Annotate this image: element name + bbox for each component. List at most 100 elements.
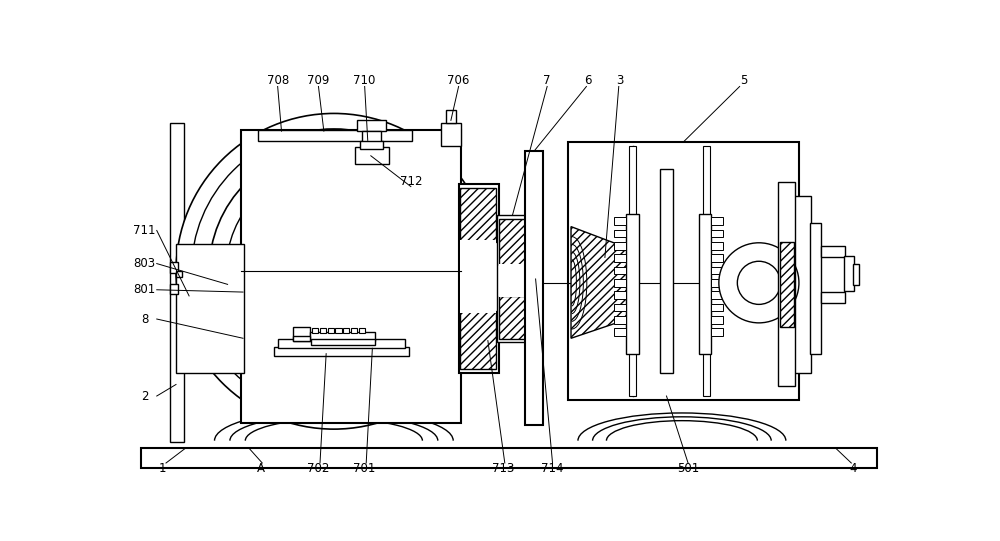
Bar — [614, 304, 626, 311]
Bar — [293, 327, 310, 341]
Text: 6: 6 — [584, 74, 592, 87]
Bar — [170, 262, 178, 273]
Bar — [614, 291, 626, 299]
Text: 701: 701 — [353, 462, 376, 475]
Bar — [312, 328, 318, 333]
Text: 8: 8 — [141, 313, 148, 326]
Circle shape — [191, 129, 476, 414]
Bar — [460, 241, 496, 313]
Circle shape — [719, 243, 799, 323]
Bar — [328, 328, 334, 333]
Text: 708: 708 — [267, 74, 289, 87]
Bar — [629, 146, 636, 396]
Circle shape — [226, 163, 442, 379]
Circle shape — [176, 114, 492, 429]
Bar — [711, 279, 723, 287]
Circle shape — [209, 147, 459, 396]
Text: 1: 1 — [158, 462, 166, 475]
Bar — [357, 120, 386, 131]
Bar — [711, 242, 723, 250]
Bar — [525, 151, 543, 425]
Bar — [614, 242, 626, 250]
Bar — [711, 291, 723, 299]
Bar — [660, 169, 673, 373]
Bar — [614, 217, 626, 225]
Bar — [320, 328, 326, 333]
Bar — [258, 130, 412, 141]
Bar — [355, 147, 389, 164]
Bar — [274, 347, 409, 356]
Bar — [810, 223, 821, 354]
Bar — [794, 196, 811, 373]
Bar — [711, 267, 723, 274]
Bar — [844, 256, 854, 291]
Bar — [614, 328, 626, 336]
Text: 7: 7 — [543, 74, 551, 87]
Text: 712: 712 — [400, 175, 422, 188]
Bar — [711, 304, 723, 311]
Bar — [614, 230, 626, 237]
Bar — [460, 311, 496, 369]
Text: 713: 713 — [492, 462, 514, 475]
Bar — [170, 123, 184, 442]
Bar — [699, 214, 711, 354]
Bar — [343, 328, 349, 333]
Bar — [170, 283, 178, 294]
Bar — [820, 246, 845, 256]
Bar — [711, 230, 723, 237]
Text: 709: 709 — [307, 74, 330, 87]
Text: 5: 5 — [740, 74, 747, 87]
Bar — [311, 339, 375, 345]
Bar — [459, 184, 499, 373]
Bar — [278, 339, 405, 348]
Bar — [176, 243, 244, 373]
Bar — [711, 217, 723, 225]
Bar — [703, 146, 710, 396]
Text: 702: 702 — [307, 462, 330, 475]
Bar — [176, 271, 182, 278]
Text: 710: 710 — [353, 74, 376, 87]
Circle shape — [253, 190, 415, 352]
Text: 803: 803 — [133, 257, 156, 270]
Bar — [711, 316, 723, 324]
Bar — [568, 142, 799, 400]
Bar — [310, 332, 375, 341]
Bar — [351, 328, 357, 333]
Bar — [614, 279, 626, 287]
Text: 2: 2 — [141, 390, 148, 403]
Bar — [614, 254, 626, 262]
Bar — [626, 214, 639, 354]
Bar — [335, 328, 342, 333]
Circle shape — [737, 261, 780, 305]
Bar — [499, 296, 525, 339]
Bar — [293, 336, 310, 341]
Polygon shape — [571, 227, 628, 338]
Bar — [141, 448, 877, 469]
Bar — [362, 131, 381, 148]
Bar — [360, 141, 383, 149]
Bar — [499, 219, 525, 265]
Text: 501: 501 — [677, 462, 699, 475]
Bar — [358, 328, 365, 333]
Bar — [820, 292, 845, 303]
Bar — [778, 182, 795, 386]
Bar — [614, 316, 626, 324]
Bar — [780, 242, 794, 327]
Bar — [441, 123, 461, 146]
Text: 706: 706 — [447, 74, 470, 87]
Bar — [853, 263, 859, 285]
Bar — [460, 188, 496, 242]
Bar — [446, 110, 456, 123]
Text: 801: 801 — [133, 283, 156, 296]
Text: 3: 3 — [617, 74, 624, 87]
Text: A: A — [257, 462, 265, 475]
Text: 714: 714 — [541, 462, 564, 475]
Bar — [711, 254, 723, 262]
Bar — [614, 267, 626, 274]
Text: 4: 4 — [849, 462, 857, 475]
Bar — [241, 130, 461, 423]
Text: 711: 711 — [133, 224, 156, 237]
Bar — [499, 263, 525, 298]
Bar — [497, 215, 526, 342]
Bar — [711, 328, 723, 336]
